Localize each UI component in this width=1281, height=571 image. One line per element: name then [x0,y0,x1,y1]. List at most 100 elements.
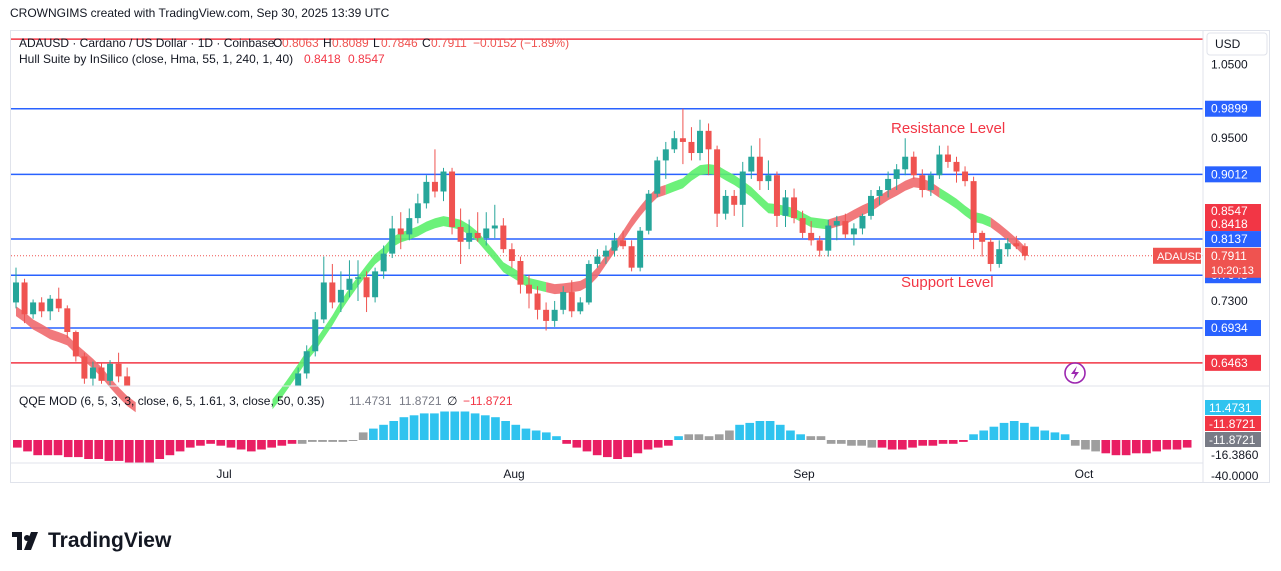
qqe-value-b: 11.8721 [399,394,442,408]
candle-body-81 [705,130,712,150]
candle-body-49 [431,181,438,192]
candle-body-7 [72,332,79,357]
legend-o-value: 0.8063 [282,36,319,50]
hull-badge-label-0: 0.8547 [1211,204,1248,218]
qqe-bar-4 [53,440,63,456]
qqe-bar-89 [918,440,928,446]
candle-body-82 [714,149,721,214]
resistance-annotation: Resistance Level [891,120,1005,137]
candle-body-75 [654,160,661,194]
brand-name: TradingView [48,529,172,552]
qqe-bar-28 [297,440,307,444]
qqe-bar-46 [480,415,490,440]
candle-body-57 [500,225,507,250]
candle-body-77 [671,138,678,150]
qqe-bar-8 [94,440,104,459]
legend-o-label: O [273,36,282,50]
qqe-bar-81 [836,440,846,444]
candle-body-71 [620,240,627,247]
legend-l-value: 0.7846 [381,36,418,50]
price-axis: 1.0500 0.9500 0.7300 [11,31,1269,482]
last-price-badge [1205,247,1261,278]
qqe-bar-12 [135,440,144,463]
qqe-bar-72 [745,422,755,440]
qqe-bar-67 [694,434,704,440]
qqe-bar-91 [938,440,948,444]
level-badge-4 [1205,320,1261,337]
candle-body-97 [842,221,849,235]
qqe-bar-27 [287,440,297,444]
legend-symbol: ADAUSD · Cardano / US Dollar · 1D · Coin… [19,36,275,50]
qqe-bar-57 [592,440,602,456]
qqe-bar-103 [1060,434,1070,440]
qqe-bar-30 [318,440,327,442]
qqe-bar-95 [979,430,989,440]
currency-button[interactable]: USD [1206,32,1268,56]
candle-body-102 [885,178,892,191]
x-tick-2: Sep [793,467,815,481]
qqe-label: QQE MOD (6, 5, 3, 3, close, 6, 5, 1.61, … [19,394,324,408]
candle-body-35 [312,319,319,352]
qqe-bar-75 [775,424,785,440]
level-badge-2 [1205,231,1261,248]
legend-hull-b: 0.8547 [348,52,385,66]
qqe-bar-44 [460,411,470,440]
time-axis: Jul Aug Sep Oct [216,467,1094,481]
qqe-bar-6 [74,440,83,458]
level-label-4: 0.6934 [1211,321,1248,335]
qqe-bar-80 [826,440,836,444]
candle-body-84 [731,195,738,205]
qqe-tick-1: -40.0000 [1211,469,1259,482]
candle-body-90 [782,197,789,216]
qqe-bar-112 [1152,440,1161,452]
qqe-bar-58 [603,440,612,458]
legend-hull-a: 0.8418 [304,52,341,66]
candle-body-9 [89,367,96,379]
candle-body-51 [449,171,456,227]
candle-body-3 [38,302,45,312]
level-label-2: 0.8137 [1211,232,1248,246]
candle-body-64 [560,292,567,310]
x-tick-0: Jul [216,467,231,481]
qqe-value-a: 11.4731 [349,394,392,408]
candle-body-73 [637,230,644,268]
price-tick-2: 0.7300 [1211,294,1248,308]
qqe-badge-label-2: -11.8721 [1209,433,1256,447]
qqe-bar-69 [714,434,724,440]
qqe-bar-59 [613,440,622,459]
level-badge-1 [1205,166,1261,183]
candle-body-85 [739,171,746,205]
candle-body-62 [543,309,550,321]
candle-body-93 [808,232,815,241]
qqe-bar-3 [43,440,53,456]
candles [13,108,1028,386]
candle-body-40 [355,277,361,279]
qqe-bar-107 [1101,440,1111,454]
candle-body-101 [876,190,883,196]
hull-segment-2 [546,184,666,295]
candle-body-1 [21,282,28,315]
qqe-bar-19 [206,440,215,444]
level-label-5: 0.6463 [1211,356,1248,370]
qqe-bar-2 [33,440,43,456]
qqe-bar-54 [562,440,571,444]
qqe-bar-18 [196,440,205,446]
qqe-bar-115 [1182,440,1192,448]
lightning-icon[interactable] [1064,362,1086,384]
qqe-bar-86 [887,440,897,450]
qqe-bar-10 [114,440,124,461]
candle-body-91 [791,197,798,219]
qqe-bar-34 [358,432,368,440]
candle-body-89 [773,175,780,216]
candle-body-55 [483,228,490,239]
price-chart[interactable]: 0.98990.90120.81370.76480.69340.64630.85… [11,31,1269,483]
candle-body-95 [825,225,832,251]
legend-l-label: L [373,36,380,50]
qqe-bar-71 [735,424,744,440]
qqe-bar-99 [1020,422,1029,440]
hull-badge-0 [1205,204,1261,218]
qqe-bar-68 [704,436,714,440]
candle-body-107 [927,175,934,191]
qqe-bar-101 [1040,430,1050,440]
candle-body-78 [679,138,686,142]
